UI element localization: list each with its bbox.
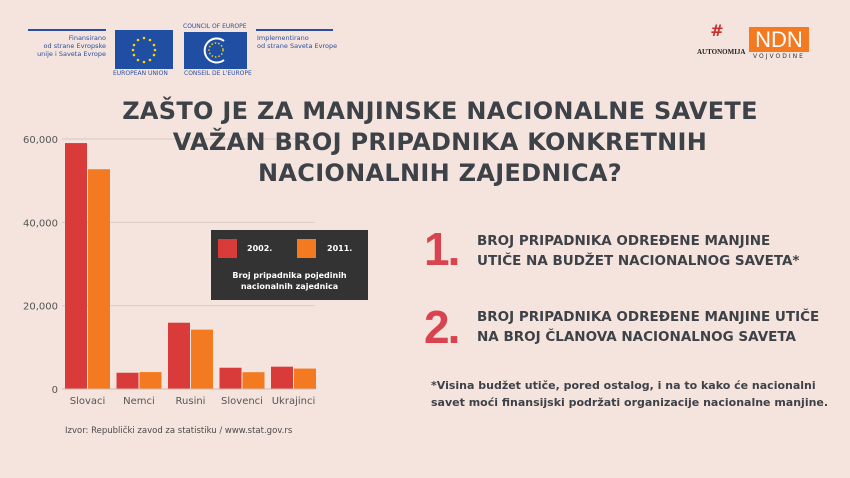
point-line: NA BROJ ČLANOVA NACIONALNOG SAVETA — [477, 329, 796, 345]
legend-swatch-2002 — [218, 239, 237, 258]
ndn-logo: NDN — [749, 27, 809, 52]
divider — [28, 29, 106, 31]
point-number: 2. — [424, 301, 460, 353]
title-line: NACIONALNIH ZAJEDNICA? — [258, 159, 622, 187]
point-number: 1. — [424, 223, 460, 275]
hash-icon: # — [710, 21, 724, 40]
y-tick-label: 40,000 — [23, 218, 58, 229]
eu-flag-logo — [115, 30, 173, 69]
footnote-line: *Visina budžet utiče, pored ostalog, i n… — [431, 379, 816, 392]
y-tick-label: 0 — [52, 385, 58, 396]
legend-swatch-2011 — [297, 239, 316, 258]
autonomija-logo: # AUTONOMIJA — [697, 21, 746, 57]
implemented-line: od strane Saveta Evrope — [257, 42, 338, 50]
bar-rusini-2002 — [168, 322, 190, 389]
x-tick-label: Nemci — [123, 396, 155, 407]
legend-label-2002: 2002. — [247, 244, 273, 253]
y-tick-label: 60,000 — [23, 135, 58, 146]
point-text: BROJ PRIPADNIKA ODREĐENE MANJINE UTIČE N… — [477, 231, 800, 271]
title-line: ZAŠTO JE ZA MANJINSKE NACIONALNE SAVETE — [122, 97, 758, 125]
legend-label-2011: 2011. — [327, 244, 353, 253]
coe-bottom-label: CONSEIL DE L'EUROPE — [184, 70, 252, 77]
point-line: UTIČE NA BUDŽET NACIONALNOG SAVETA* — [477, 253, 800, 269]
source-text: Izvor: Republički zavod za statistiku / … — [65, 426, 293, 436]
bar-rusini-2011 — [191, 329, 213, 389]
bar-slovaci-2002 — [65, 143, 87, 389]
star-icon — [131, 36, 157, 64]
bar-ukrajinci-2011 — [294, 368, 316, 389]
autonomija-text: AUTONOMIJA — [697, 48, 746, 56]
bar-slovenci-2011 — [242, 372, 265, 389]
implemented-line: Implementirano — [257, 34, 309, 42]
funded-line: Finansirano — [68, 34, 106, 42]
x-tick-label: Slovaci — [70, 396, 106, 407]
footnote-line: savet moći finansijski podržati organiza… — [431, 396, 829, 409]
x-tick-label: Slovenci — [221, 396, 263, 407]
bar-nemci-2011 — [139, 372, 162, 389]
eu-label: EUROPEAN UNION — [113, 70, 168, 77]
x-tick-label: Rusini — [176, 396, 206, 407]
point-line: BROJ PRIPADNIKA ODREĐENE MANJINE UTIČE — [477, 309, 820, 325]
coe-flag-logo — [184, 32, 247, 69]
point-text: BROJ PRIPADNIKA ODREĐENE MANJINE UTIČE N… — [477, 307, 819, 347]
ndn-sub: VOJVODINE — [753, 53, 805, 60]
legend-title: Broj pripadnika pojedinih nacionalnih za… — [232, 271, 347, 291]
coe-top-label: COUNCIL OF EUROPE — [183, 23, 247, 30]
divider — [256, 29, 333, 31]
funded-line: unije i Saveta Evrope — [37, 50, 106, 58]
chart-legend: 2002. 2011. Broj pripadnika pojedinih na… — [211, 230, 368, 300]
bar-nemci-2002 — [116, 372, 139, 389]
funded-text: Finansirano od strane Evropske unije i S… — [28, 34, 106, 58]
implemented-text: Implementirano od strane Saveta Evrope — [257, 34, 337, 50]
bar-slovenci-2002 — [219, 367, 242, 389]
bar-slovaci-2011 — [88, 169, 110, 389]
point-line: BROJ PRIPADNIKA ODREĐENE MANJINE — [477, 233, 771, 249]
page-title: ZAŠTO JE ZA MANJINSKE NACIONALNE SAVETE … — [80, 96, 800, 189]
bar-ukrajinci-2002 — [271, 366, 293, 389]
funded-line: od strane Evropske — [43, 42, 106, 50]
x-tick-label: Ukrajinci — [272, 396, 316, 407]
title-line: VAŽAN BROJ PRIPADNIKA KONKRETNIH — [172, 128, 708, 156]
footnote: *Visina budžet utiče, pored ostalog, i n… — [431, 377, 828, 411]
y-tick-label: 20,000 — [23, 302, 58, 313]
